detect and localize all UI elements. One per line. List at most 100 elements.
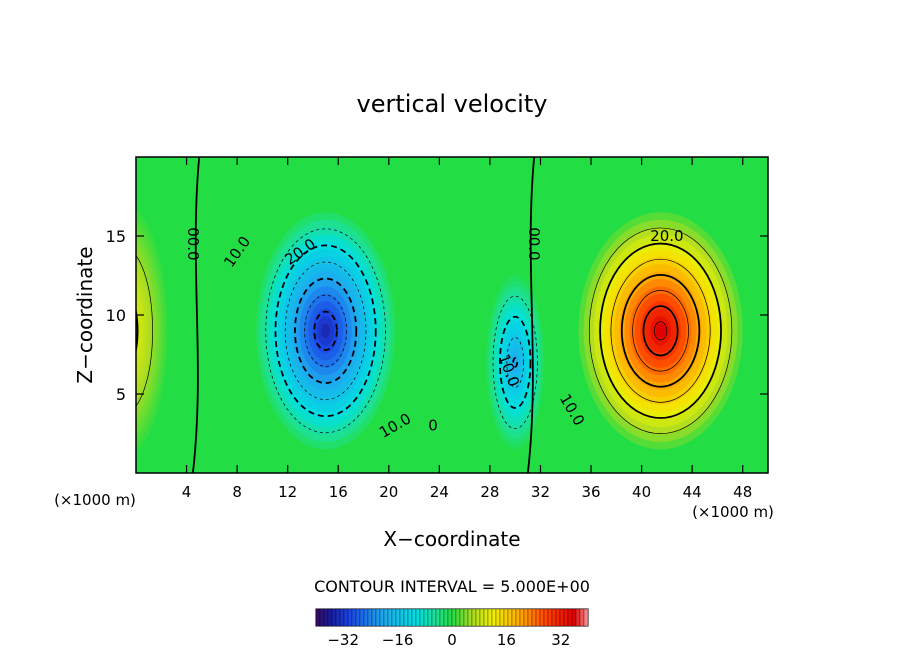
contour-0-2 <box>274 244 377 418</box>
contour-2-6 <box>642 305 679 357</box>
contour-2-2 <box>599 242 722 419</box>
contour-2-1 <box>588 227 733 435</box>
x-tick-label-5: 24 <box>430 483 449 501</box>
contour-2-3 <box>610 258 711 403</box>
contour-1-4 <box>512 357 519 368</box>
colorbar-segment-17 <box>383 608 389 627</box>
colorbar-segment-4 <box>331 608 337 627</box>
contour-2-7 <box>653 321 668 341</box>
colorbar-segment-65 <box>575 608 581 627</box>
colorbar-segment-6 <box>339 608 345 627</box>
contour-1-3 <box>506 337 524 388</box>
contour-label-7: 20.0 <box>650 227 683 245</box>
x-unit-left: (×1000 m) <box>54 491 136 509</box>
field-level-0-15 <box>321 323 330 339</box>
colorbar-segment-35 <box>455 608 461 627</box>
colorbar-segment-48 <box>507 608 513 627</box>
colorbar-segment-64 <box>571 608 577 627</box>
contour-0-6 <box>313 310 338 351</box>
x-tick-label-2: 12 <box>278 483 297 501</box>
colorbar-segment-56 <box>539 608 545 627</box>
field-level-2-15 <box>655 323 666 339</box>
colorbar-segment-62 <box>563 608 569 627</box>
colorbar-segment-36 <box>459 608 465 627</box>
colorbar-segment-18 <box>387 608 393 627</box>
x-tick-label-9: 40 <box>632 483 651 501</box>
contour-1-2 <box>499 315 532 409</box>
contour-label-6: 00.0 <box>525 227 543 260</box>
colorbar-segments <box>315 608 589 627</box>
colorbar-segment-54 <box>531 608 537 627</box>
colorbar-tick-label-2: 0 <box>447 631 457 649</box>
colorbar-segment-67 <box>583 608 589 627</box>
colorbar-segment-42 <box>483 608 489 627</box>
x-tick-label-4: 20 <box>379 483 398 501</box>
colorbar-tick-label-4: 32 <box>551 631 570 649</box>
colorbar-segment-14 <box>371 608 377 627</box>
colorbar-segment-49 <box>511 608 517 627</box>
y-tick-label-2: 15 <box>106 227 126 246</box>
x-tick-label-7: 32 <box>531 483 550 501</box>
colorbar-segment-47 <box>503 608 509 627</box>
contour-1-1 <box>492 295 538 430</box>
y-tick-label-1: 10 <box>106 306 126 325</box>
contour-3-1 <box>136 254 153 407</box>
contour-2-4 <box>620 273 701 388</box>
contour-0-4 <box>294 277 358 384</box>
colorbar-segment-59 <box>551 608 557 627</box>
colorbar-segment-11 <box>359 608 365 627</box>
colorbar-segment-32 <box>443 608 449 627</box>
colorbar-segment-5 <box>335 608 341 627</box>
colorbar-segment-66 <box>579 608 585 627</box>
colorbar-segment-24 <box>411 608 417 627</box>
colorbar: −32 −16 0 16 32 <box>315 608 589 649</box>
colorbar-segment-39 <box>471 608 477 627</box>
colorbar-segment-25 <box>415 608 421 627</box>
plot-area: 00.0 10.0 20.010.0 010.000.0 20.010.0 <box>135 156 769 474</box>
contour-0-3 <box>284 261 367 400</box>
field-level-3-10 <box>136 300 140 362</box>
contour-lines <box>136 157 733 473</box>
colorbar-segment-58 <box>547 608 553 627</box>
zero-line-left <box>191 157 201 473</box>
x-tick-label-8: 36 <box>581 483 600 501</box>
colorbar-segment-45 <box>495 608 501 627</box>
chart-title: vertical velocity <box>357 90 548 118</box>
colorbar-segment-16 <box>379 608 385 627</box>
colorbar-segment-13 <box>367 608 373 627</box>
contour-0-5 <box>304 294 347 367</box>
colorbar-segment-9 <box>351 608 357 627</box>
field-level-3-11 <box>136 314 138 347</box>
velocity-field <box>136 209 743 452</box>
colorbar-segment-12 <box>363 608 369 627</box>
colorbar-segment-29 <box>431 608 437 627</box>
colorbar-tick-label-0: −32 <box>327 631 359 649</box>
x-tick-label-10: 44 <box>683 483 702 501</box>
colorbar-segment-40 <box>475 608 481 627</box>
colorbar-segment-52 <box>523 608 529 627</box>
colorbar-segment-10 <box>355 608 361 627</box>
zero-line-mid <box>526 157 536 473</box>
colorbar-segment-2 <box>323 608 329 627</box>
colorbar-segment-31 <box>439 608 445 627</box>
colorbar-segment-41 <box>479 608 485 627</box>
contour-2-5 <box>632 290 689 372</box>
colorbar-segment-51 <box>519 608 525 627</box>
y-axis-ticks: 5 10 15 <box>106 227 768 404</box>
contour-3-2 <box>136 307 139 354</box>
colorbar-segment-27 <box>423 608 429 627</box>
colorbar-segment-21 <box>399 608 405 627</box>
colorbar-segment-50 <box>515 608 521 627</box>
colorbar-segment-7 <box>343 608 349 627</box>
colorbar-segment-1 <box>319 608 325 627</box>
x-tick-label-6: 28 <box>480 483 499 501</box>
colorbar-segment-63 <box>567 608 573 627</box>
colorbar-segment-15 <box>375 608 381 627</box>
y-axis-label: Z−coordinate <box>73 246 97 383</box>
colorbar-segment-46 <box>499 608 505 627</box>
colorbar-segment-57 <box>543 608 549 627</box>
colorbar-segment-34 <box>451 608 457 627</box>
contour-label-4: 0 <box>428 417 438 435</box>
colorbar-segment-44 <box>491 608 497 627</box>
